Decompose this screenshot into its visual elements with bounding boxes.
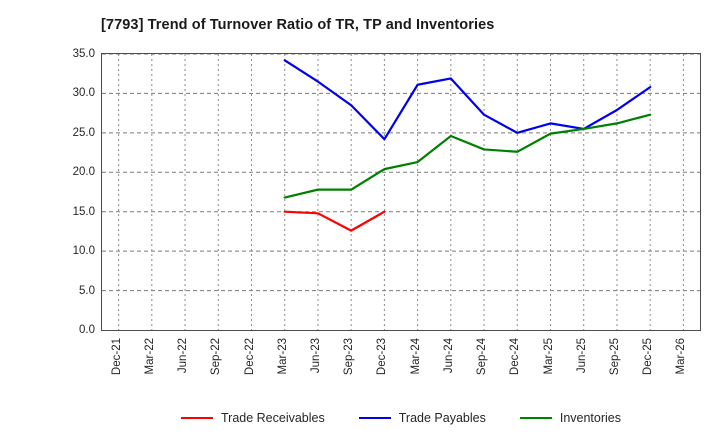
x-tick-label: Jun-23 bbox=[309, 338, 322, 374]
legend-label: Inventories bbox=[559, 411, 621, 425]
series-line-trade-payables bbox=[283, 59, 652, 141]
y-tick-label: 5.0 bbox=[79, 284, 95, 297]
legend-swatch-trade-receivables bbox=[180, 417, 213, 419]
y-tick-label: 10.0 bbox=[72, 245, 95, 258]
x-tick-label: Sep-24 bbox=[476, 338, 489, 376]
x-tick-label: Mar-22 bbox=[143, 338, 156, 375]
y-axis-tick-labels: 0.0 5.0 10.0 15.0 20.0 25.0 30.0 35.0 bbox=[57, 48, 95, 336]
series-line-inventories bbox=[283, 113, 652, 199]
x-tick-label: Dec-25 bbox=[642, 338, 655, 376]
x-tick-label: Jun-22 bbox=[177, 338, 190, 374]
legend-swatch-trade-payables bbox=[358, 417, 391, 419]
x-axis-tick-labels: Dec-21 Mar-22 Jun-22 Sep-22 Dec-22 Mar-23 Jun-… bbox=[101, 338, 701, 398]
y-tick-label: 30.0 bbox=[72, 87, 95, 100]
y-tick-label: 15.0 bbox=[72, 205, 95, 218]
plot-area bbox=[101, 53, 701, 331]
x-tick-label: Dec-24 bbox=[509, 338, 522, 376]
legend-item-trade-payables[interactable]: Trade Payables bbox=[358, 411, 486, 425]
legend-item-inventories[interactable]: Inventories bbox=[519, 411, 621, 425]
x-tick-label: Mar-24 bbox=[409, 338, 422, 375]
legend-swatch-inventories bbox=[519, 417, 552, 419]
series-line-trade-receivables bbox=[283, 210, 386, 232]
y-tick-label: 20.0 bbox=[72, 166, 95, 179]
y-tick-label: 35.0 bbox=[72, 48, 95, 60]
legend-label: Trade Receivables bbox=[220, 411, 325, 425]
series-lines bbox=[283, 59, 652, 232]
x-tick-label: Dec-22 bbox=[243, 338, 256, 376]
legend-label: Trade Payables bbox=[398, 411, 486, 425]
x-tick-label: Dec-21 bbox=[110, 338, 123, 376]
legend-item-trade-receivables[interactable]: Trade Receivables bbox=[180, 411, 325, 425]
chart-title: [7793] Trend of Turnover Ratio of TR, TP… bbox=[101, 17, 495, 33]
chart-legend: Trade Receivables Trade Payables Inventori… bbox=[101, 406, 701, 430]
x-tick-label: Jun-24 bbox=[442, 338, 455, 374]
x-tick-label: Mar-23 bbox=[276, 338, 289, 375]
x-tick-label: Sep-23 bbox=[343, 338, 356, 376]
y-tick-label: 0.0 bbox=[79, 324, 95, 336]
grid-lines bbox=[102, 54, 700, 330]
x-tick-label: Sep-25 bbox=[608, 338, 621, 376]
x-tick-label: Dec-23 bbox=[376, 338, 389, 376]
x-tick-label: Sep-22 bbox=[210, 338, 223, 376]
x-tick-label: Jun-25 bbox=[575, 338, 588, 374]
x-tick-label: Mar-25 bbox=[542, 338, 555, 375]
y-tick-label: 25.0 bbox=[72, 126, 95, 139]
x-tick-label: Mar-26 bbox=[675, 338, 688, 375]
plot-svg bbox=[102, 54, 700, 330]
